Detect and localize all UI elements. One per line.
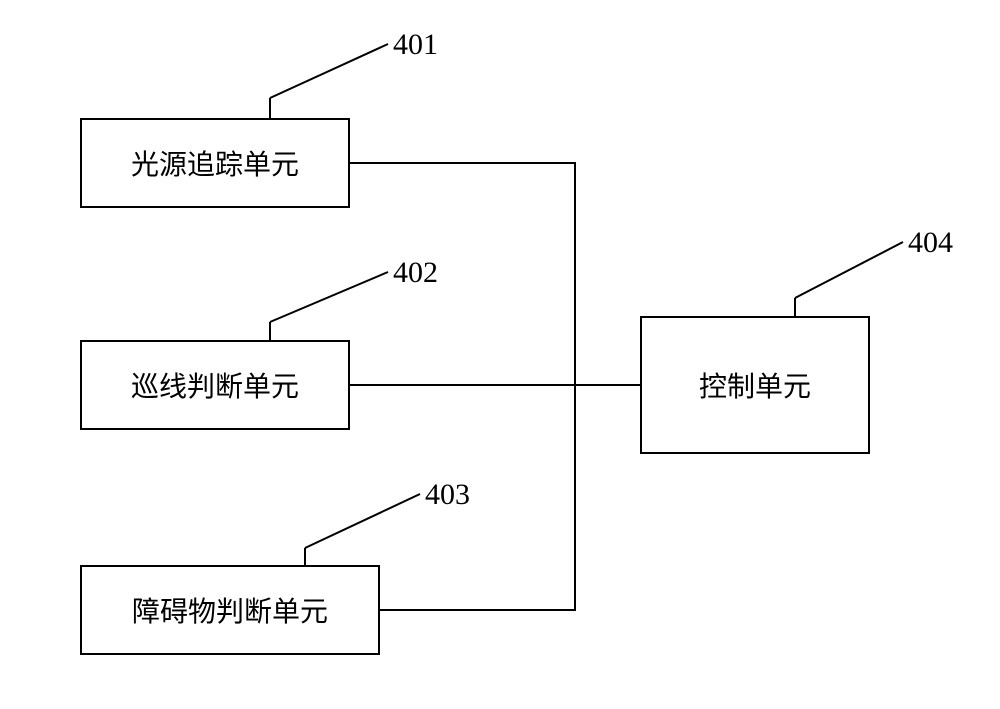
callout-402: 402 (393, 256, 438, 290)
node-404-label: 控制单元 (699, 365, 811, 405)
connector-403-h (380, 609, 576, 611)
callout-401: 401 (393, 28, 438, 62)
connector-401-h (350, 162, 576, 164)
callout-403-text: 403 (425, 478, 470, 511)
node-403-label: 障碍物判断单元 (132, 590, 328, 630)
connector-402-h (350, 384, 640, 386)
node-403: 障碍物判断单元 (80, 565, 380, 655)
node-401-label: 光源追踪单元 (131, 143, 299, 183)
callout-403: 403 (425, 478, 470, 512)
callout-404-text: 404 (908, 226, 953, 259)
callout-402-text: 402 (393, 256, 438, 289)
block-diagram: 光源追踪单元 401 巡线判断单元 402 障碍物判断单元 403 控制单元 4… (0, 0, 1000, 709)
node-402-label: 巡线判断单元 (131, 365, 299, 405)
callout-404: 404 (908, 226, 953, 260)
connector-bus-vertical (574, 163, 576, 610)
node-404: 控制单元 (640, 316, 870, 454)
callout-401-text: 401 (393, 28, 438, 61)
node-401: 光源追踪单元 (80, 118, 350, 208)
node-402: 巡线判断单元 (80, 340, 350, 430)
